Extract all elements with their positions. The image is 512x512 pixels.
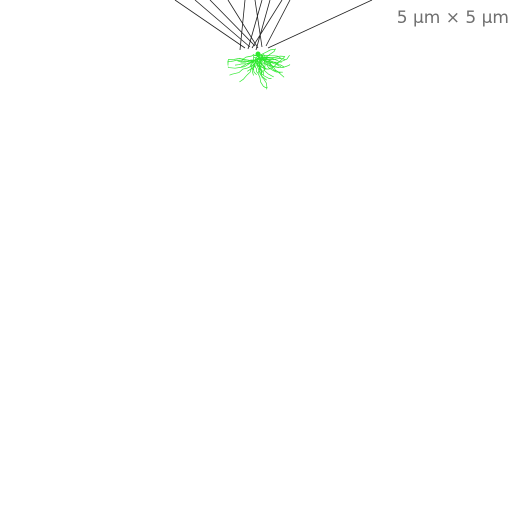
dendrite-branch xyxy=(229,59,257,76)
dendrite-branch xyxy=(257,61,274,78)
dendrite-branch xyxy=(227,60,255,69)
axon-segment xyxy=(174,0,246,49)
axon-projections xyxy=(174,0,373,51)
axon-segment xyxy=(251,0,283,49)
dendritic-arbor xyxy=(227,48,291,90)
dendrite-branch xyxy=(262,53,281,74)
dendrite-branch xyxy=(256,55,270,59)
dendrite-branch xyxy=(258,57,267,70)
axon-segment xyxy=(265,0,291,47)
dendrite-branch xyxy=(259,56,279,65)
axon-segment xyxy=(247,0,263,50)
dendrite-branch xyxy=(260,56,266,73)
scale-label: 5 µm × 5 µm xyxy=(396,8,509,28)
axon-segment xyxy=(209,0,256,47)
axon-segment xyxy=(255,0,271,51)
axon-segment xyxy=(254,0,263,48)
dendrite-branch xyxy=(258,61,268,90)
dendrite-branch xyxy=(247,60,260,72)
dendrite-branch xyxy=(261,57,291,68)
axon-segment xyxy=(267,0,373,49)
dendrite-branch xyxy=(260,59,285,78)
dendrite-branch xyxy=(240,53,255,63)
axon-segment xyxy=(194,0,251,48)
axon-segment xyxy=(239,0,246,51)
dendrite-branch xyxy=(258,60,261,71)
dendrite-branch xyxy=(261,59,285,68)
dendrite-branch xyxy=(253,61,268,89)
soma xyxy=(255,51,261,57)
dendrite-branch xyxy=(227,59,258,64)
dendrite-branch xyxy=(258,55,264,76)
